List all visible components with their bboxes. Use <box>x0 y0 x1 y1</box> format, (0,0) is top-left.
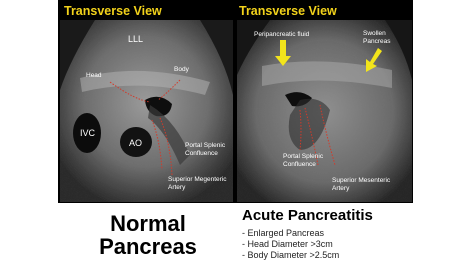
annotation: LLL <box>128 34 143 44</box>
annotation: Swollen <box>363 30 386 37</box>
annotation: Confluence <box>185 150 218 157</box>
condition-title: Acute Pancreatitis <box>242 207 373 224</box>
left-ultrasound <box>60 20 233 202</box>
caption: Normal <box>110 211 186 236</box>
annotation: Body <box>174 66 190 73</box>
right-ultrasound <box>237 20 412 202</box>
annotation: AO <box>129 138 142 148</box>
annotation: Portal Splenic <box>185 142 226 149</box>
annotation: Artery <box>332 185 350 192</box>
annotation: Pancreas <box>363 38 391 45</box>
annotation: Portal Splenic <box>283 153 324 160</box>
bullet: - Body Diameter >2.5cm <box>242 250 339 260</box>
annotation: Artery <box>168 184 186 191</box>
bullet: - Head Diameter >3cm <box>242 239 333 249</box>
annotation: Head <box>86 72 102 79</box>
caption: Pancreas <box>99 234 197 259</box>
annotation: Confluence <box>283 161 316 168</box>
view-label: Transverse View <box>64 4 162 18</box>
annotation: IVC <box>80 128 96 138</box>
bullet: - Enlarged Pancreas <box>242 228 325 238</box>
annotation: Peripancreatic fluid <box>254 31 310 38</box>
view-label: Transverse View <box>239 4 337 18</box>
annotation: Superior Megenteric <box>168 176 227 183</box>
annotation: Superior Mesenteric <box>332 177 391 184</box>
